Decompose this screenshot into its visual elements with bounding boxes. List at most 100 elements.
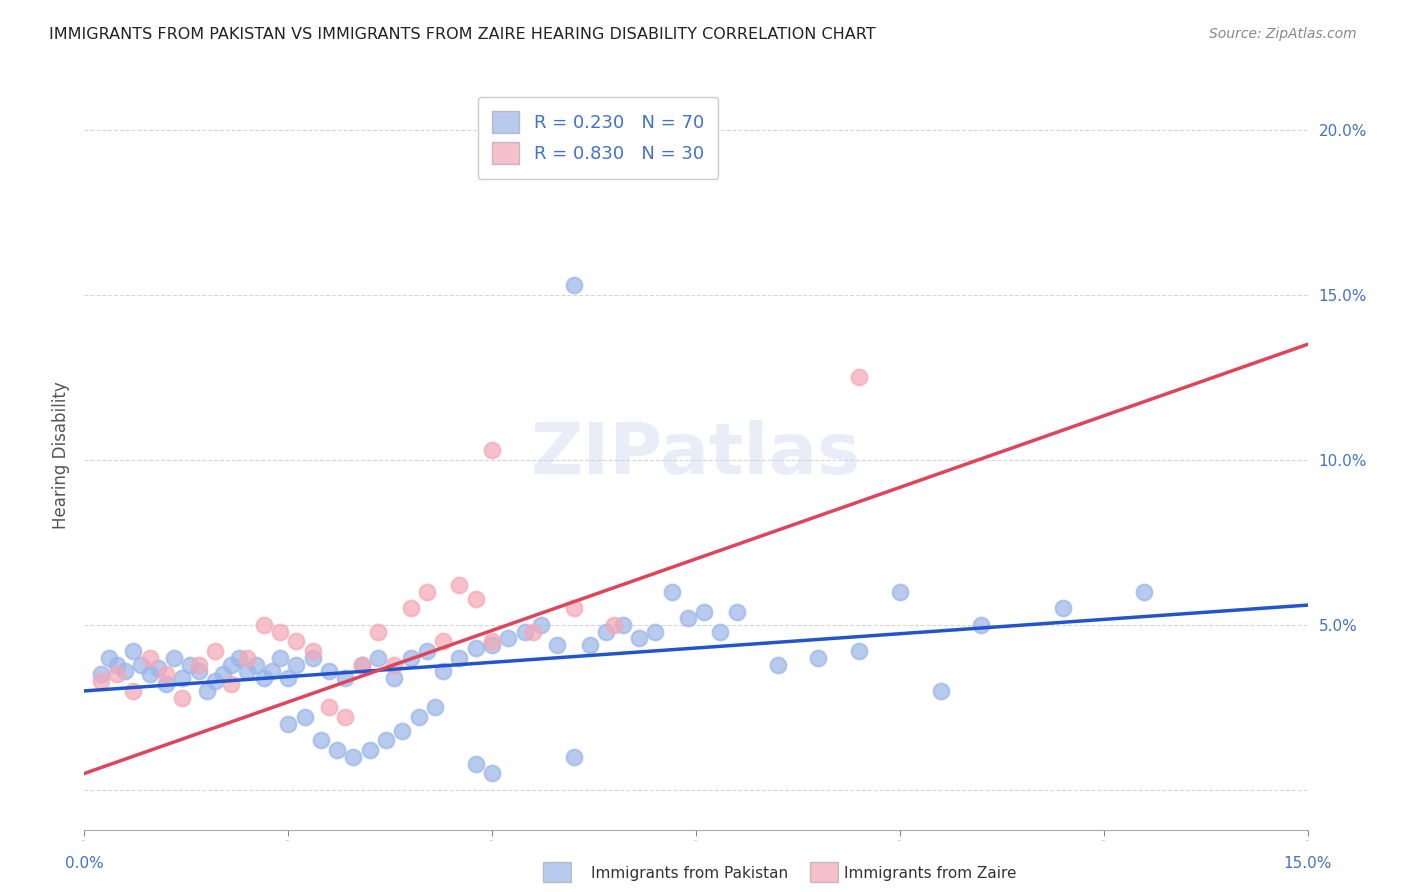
Point (219, 677, 242, 691)
Point (807, 651, 830, 665)
Point (889, 585, 911, 599)
Point (1133, 585, 1156, 599)
Point (179, 657, 201, 672)
Point (595, 624, 617, 639)
Point (382, 657, 405, 672)
Point (1052, 601, 1074, 615)
Point (236, 664, 259, 678)
Point (285, 657, 308, 672)
Point (335, 710, 357, 724)
Text: 0.0%: 0.0% (65, 856, 104, 871)
Point (342, 750, 364, 764)
Point (391, 723, 413, 738)
Point (195, 684, 218, 698)
Point (97, 651, 120, 665)
Point (326, 743, 349, 757)
Point (464, 640, 486, 655)
Point (522, 624, 544, 639)
Point (661, 585, 683, 599)
Point (277, 671, 299, 685)
Point (498, 631, 520, 645)
Point (929, 684, 952, 698)
Point (155, 677, 177, 691)
Point (335, 671, 357, 685)
Point (187, 657, 209, 672)
Point (382, 671, 405, 685)
Point (481, 766, 503, 780)
Text: Source: ZipAtlas.com: Source: ZipAtlas.com (1209, 27, 1357, 41)
Point (725, 605, 748, 619)
Point (709, 624, 731, 639)
Text: Immigrants from Zaire: Immigrants from Zaire (844, 866, 1017, 881)
Point (236, 651, 259, 665)
Point (318, 700, 340, 714)
Point (253, 671, 276, 685)
Point (612, 618, 634, 632)
Point (408, 710, 430, 724)
Point (481, 638, 503, 652)
Bar (543, 863, 571, 882)
Point (562, 601, 585, 615)
Point (269, 651, 291, 665)
Point (122, 684, 145, 698)
Text: IMMIGRANTS FROM PAKISTAN VS IMMIGRANTS FROM ZAIRE HEARING DISABILITY CORRELATION: IMMIGRANTS FROM PAKISTAN VS IMMIGRANTS F… (49, 27, 876, 42)
Point (212, 667, 235, 681)
Point (294, 710, 316, 724)
Text: ZIPatlas: ZIPatlas (531, 420, 860, 490)
Point (399, 601, 422, 615)
Point (105, 657, 128, 672)
Point (260, 664, 283, 678)
Point (970, 618, 993, 632)
Point (375, 733, 398, 747)
Point (301, 651, 323, 665)
Point (423, 700, 446, 714)
Point (603, 618, 626, 632)
Point (350, 657, 373, 672)
Point (253, 618, 276, 632)
Point (122, 644, 145, 658)
Point (432, 634, 454, 648)
Point (367, 624, 389, 639)
Text: 15.0%: 15.0% (1284, 856, 1331, 871)
Point (562, 277, 585, 292)
Point (848, 370, 870, 384)
Point (318, 664, 340, 678)
Point (138, 667, 160, 681)
Point (204, 673, 226, 688)
Point (172, 671, 194, 685)
Point (766, 657, 789, 672)
Text: Immigrants from Pakistan: Immigrants from Pakistan (591, 866, 787, 881)
Point (114, 664, 136, 678)
Point (187, 664, 209, 678)
Point (90, 673, 112, 688)
Point (155, 667, 177, 681)
Point (481, 634, 503, 648)
Point (228, 651, 250, 665)
Point (245, 657, 267, 672)
Point (163, 651, 186, 665)
Point (172, 690, 194, 705)
Point (513, 624, 536, 639)
Point (644, 624, 666, 639)
Point (562, 750, 585, 764)
Point (432, 664, 454, 678)
Point (416, 644, 439, 658)
Point (579, 638, 602, 652)
Point (546, 638, 568, 652)
Point (693, 605, 716, 619)
Point (481, 442, 503, 457)
Point (416, 585, 439, 599)
Point (367, 651, 389, 665)
Point (309, 733, 332, 747)
Point (530, 618, 553, 632)
Point (204, 644, 226, 658)
Point (848, 644, 870, 658)
Point (285, 634, 308, 648)
Point (146, 661, 169, 675)
Point (350, 657, 373, 672)
Y-axis label: Hearing Disability: Hearing Disability (52, 381, 70, 529)
Legend: R = 0.230   N = 70, R = 0.830   N = 30: R = 0.230 N = 70, R = 0.830 N = 30 (478, 97, 718, 178)
Point (464, 591, 486, 606)
Bar (810, 863, 838, 882)
Point (359, 743, 381, 757)
